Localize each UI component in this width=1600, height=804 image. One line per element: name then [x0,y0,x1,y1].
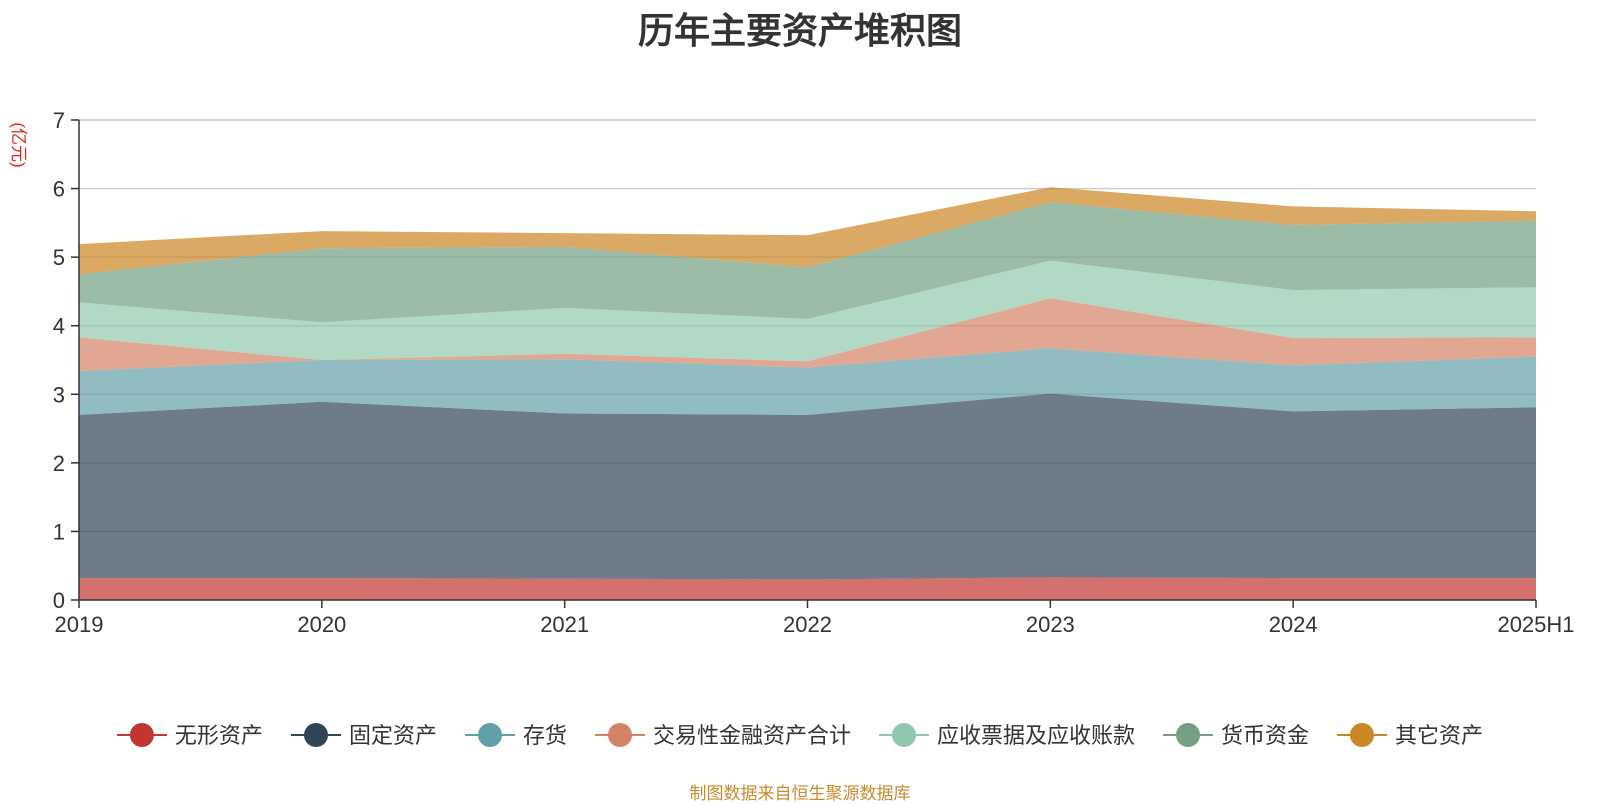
x-tick-label: 2023 [1026,612,1075,637]
x-tick-label: 2024 [1269,612,1318,637]
y-tick-label: 1 [53,519,65,544]
y-tick-label: 5 [53,245,65,270]
legend-label: 无形资产 [175,724,263,749]
area-series-2 [79,348,1536,415]
y-axis-label: (亿元) [9,122,28,167]
legend-label: 存货 [523,724,567,749]
y-tick-label: 3 [53,382,65,407]
x-tick-label: 2021 [540,612,589,637]
x-tick-label: 2022 [783,612,832,637]
source-note: 制图数据来自恒生聚源数据库 [689,784,911,804]
legend-item-6[interactable]: 其它资产 [1337,723,1483,749]
legend-item-5[interactable]: 货币资金 [1163,723,1309,749]
y-tick-label: 4 [53,314,65,339]
legend-circle-icon [1350,723,1374,747]
legend-label: 应收票据及应收账款 [937,724,1135,749]
legend-circle-icon [304,723,328,747]
area-series-0 [79,577,1536,600]
y-tick-label: 7 [53,108,65,133]
area-series-4 [79,260,1536,362]
legend-label: 固定资产 [349,724,437,749]
area-series-3 [79,298,1536,371]
stacked-areas [79,187,1536,600]
legend-circle-icon [1176,723,1200,747]
legend-label: 交易性金融资产合计 [653,724,851,749]
legend-item-3[interactable]: 交易性金融资产合计 [595,723,851,749]
legend-circle-icon [129,723,154,747]
area-series-6 [79,187,1536,275]
legend-item-0[interactable]: 无形资产 [116,723,263,749]
legend-item-4[interactable]: 应收票据及应收账款 [879,723,1135,749]
y-tick-label: 6 [53,177,65,202]
legend-circle-icon [608,723,632,747]
legend-item-2[interactable]: 存货 [465,723,567,749]
chart-title: 历年主要资产堆积图 [637,11,962,52]
area-series-1 [79,393,1536,580]
x-tick-label: 2025H1 [1497,612,1574,637]
legend-label: 货币资金 [1221,724,1309,749]
x-axis-ticks: 2019 2020 2021 2022 2023 2024 2025H1 [55,600,1575,637]
area-series-5 [79,202,1536,323]
x-tick-label: 2019 [55,612,104,637]
y-axis-ticks: 0 1 2 3 4 5 6 7 [53,108,79,613]
x-tick-label: 2020 [297,612,346,637]
legend-circle-icon [478,723,502,747]
legend: 无形资产 固定资产 存货 交易性金融资产合计 应收票据及应收账款 货币资金 其它资产 [116,723,1483,749]
y-tick-label: 0 [53,588,65,613]
legend-item-1[interactable]: 固定资产 [291,723,437,749]
legend-circle-icon [892,723,916,747]
legend-label: 其它资产 [1395,724,1483,749]
y-tick-label: 2 [53,451,65,476]
